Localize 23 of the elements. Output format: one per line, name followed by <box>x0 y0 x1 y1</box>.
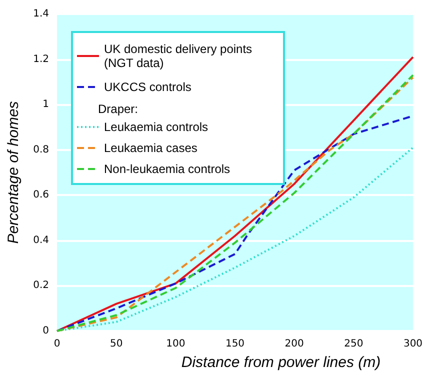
y-tick-label: 0.2 <box>33 280 49 292</box>
y-tick-label: 0 <box>42 326 49 336</box>
y-tick-label: 0.8 <box>33 144 49 156</box>
legend-label: Leukaemia controls <box>104 120 208 134</box>
legend-label: UK domestic delivery points (NGT data) <box>104 42 256 70</box>
y-axis-title: Percentage of homes <box>5 100 22 244</box>
x-tick-label: 150 <box>225 338 245 350</box>
y-tick-label: 0.6 <box>33 190 49 201</box>
legend-label: Non-leukaemia controls <box>104 162 230 176</box>
y-tick-label: 1.2 <box>33 54 49 65</box>
legend-label: Leukaemia cases <box>104 141 198 155</box>
x-tick-label: 250 <box>344 338 364 350</box>
legend-title: Draper: <box>98 102 138 116</box>
x-tick-label: 200 <box>284 338 304 350</box>
y-tick-label: 1.4 <box>33 8 49 20</box>
x-axis-title: Distance from power lines (m) <box>181 354 381 371</box>
y-tick-label: 0.4 <box>33 234 49 246</box>
x-tick-label: 0 <box>54 338 60 350</box>
y-tick-label: 1 <box>42 99 49 110</box>
legend-label: UKCCS controls <box>104 80 192 94</box>
x-tick-label: 50 <box>110 338 123 350</box>
x-tick-label: 300 <box>403 338 423 350</box>
x-tick-label: 100 <box>166 338 186 350</box>
